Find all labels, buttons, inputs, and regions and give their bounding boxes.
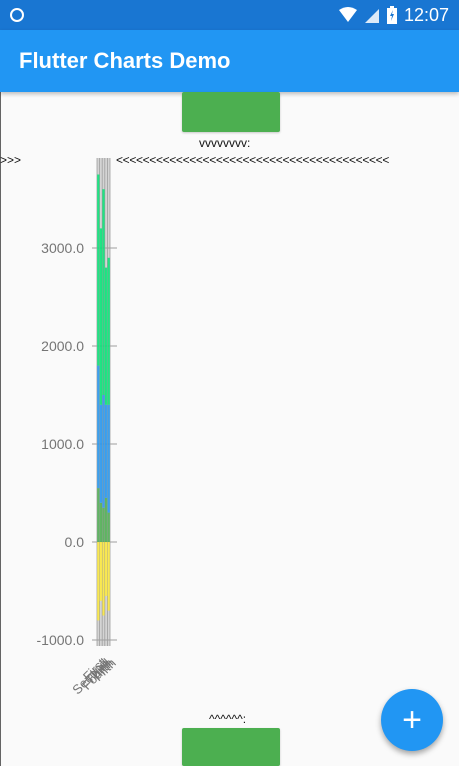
- bar-segment: [99, 502, 102, 542]
- y-tick-label: 2000.0: [41, 338, 84, 354]
- bar-segment: [105, 267, 108, 405]
- status-time: 12:07: [403, 5, 449, 25]
- circle-status-icon: [10, 8, 24, 22]
- bar-segment: [105, 542, 108, 596]
- status-icons: 12:07: [338, 5, 449, 25]
- left-arrows-marker: >>>: [0, 153, 22, 167]
- bar-segment: [105, 497, 108, 542]
- top-marker-label: vvvvvvvv:: [199, 136, 251, 150]
- right-arrows-marker: <<<<<<<<<<<<<<<<<<<<<<<<<<<<<<<<<<<<<<<<…: [116, 153, 389, 167]
- add-fab-button[interactable]: +: [381, 689, 443, 751]
- left-edge-line: [0, 92, 1, 766]
- bar-segment: [97, 174, 100, 366]
- y-tick-label: -1000.0: [37, 632, 85, 648]
- bottom-marker-label: ^^^^^^:: [209, 712, 247, 726]
- bar-segment: [102, 189, 105, 395]
- bar-segment: [107, 542, 110, 611]
- y-tick-label: 0.0: [65, 534, 85, 550]
- battery-charging-icon: [386, 6, 397, 24]
- bar-segment: [107, 512, 110, 542]
- bar-segment: [97, 365, 100, 489]
- bar-segment: [99, 228, 102, 405]
- bottom-green-container: [182, 728, 280, 766]
- y-tick-label: 1000.0: [41, 436, 84, 452]
- bar-segment: [102, 542, 105, 616]
- bar-segment: [97, 542, 100, 621]
- app-bar: Flutter Charts Demo: [0, 30, 459, 92]
- bar-segment: [102, 507, 105, 542]
- wifi-icon: [338, 7, 357, 22]
- signal-icon: [364, 9, 379, 23]
- y-tick-label: 3000.0: [41, 240, 84, 256]
- bar-segment: [102, 395, 105, 508]
- bar-segment: [107, 257, 110, 405]
- plus-icon: +: [402, 701, 422, 739]
- bar-segment: [99, 404, 102, 503]
- top-green-container: [182, 92, 280, 132]
- bar-segment: [97, 488, 100, 542]
- bar-segment: [107, 404, 110, 513]
- status-bar: 12:07: [0, 0, 459, 30]
- bar-segment: [105, 404, 108, 498]
- app-title: Flutter Charts Demo: [19, 48, 231, 73]
- bar-segment: [99, 542, 102, 601]
